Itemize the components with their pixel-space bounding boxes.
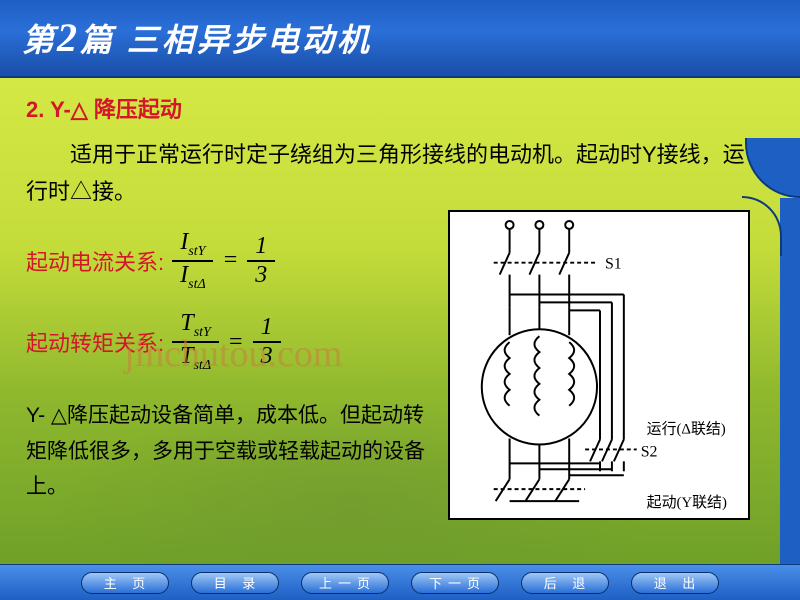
- frac-den-sym: I: [180, 262, 188, 288]
- section-note: Y- △降压起动设备简单，成本低。但起动转矩降低很多，多用于空载或轻载起动的设备…: [26, 398, 436, 505]
- slide-header: 第2篇 三相异步电动机: [0, 0, 800, 78]
- decor-curve-side: [780, 198, 800, 564]
- nav-footer: 主 页 目 录 上一页 下一页 后 退 退 出: [0, 564, 800, 600]
- header-prefix: 第: [22, 22, 57, 58]
- current-lhs-fraction: IstY IstΔ: [172, 229, 214, 293]
- nav-home-button[interactable]: 主 页: [81, 572, 169, 594]
- torque-lhs-fraction: TstY TstΔ: [172, 310, 219, 374]
- circuit-diagram: S1 运行(Δ联结) S2 起动(Y联结): [448, 210, 750, 520]
- label-s1: S1: [605, 256, 622, 273]
- current-label: 起动电流关系:: [26, 245, 164, 277]
- frac-num-sub: stY: [188, 244, 205, 259]
- header-suffix: 篇 三相异步电动机: [80, 22, 372, 58]
- rhs-den: 3: [253, 343, 281, 370]
- label-start: 起动(Y联结): [647, 494, 727, 511]
- frac-den-sym: T: [180, 343, 193, 369]
- frac-num-sym: T: [180, 310, 193, 336]
- nav-back-button[interactable]: 后 退: [521, 572, 609, 594]
- frac-den-sub: stΔ: [188, 276, 206, 291]
- frac-num-sub: stY: [194, 325, 211, 340]
- slide-content: 2. Y-△ 降压起动 适用于正常运行时定子绕组为三角形接线的电动机。起动时Y接…: [0, 78, 800, 564]
- section-description: 适用于正常运行时定子绕组为三角形接线的电动机。起动时Y接线，运行时△接。: [26, 136, 750, 211]
- nav-prev-button[interactable]: 上一页: [301, 572, 389, 594]
- section-subtitle: 2. Y-△ 降压起动: [26, 92, 750, 124]
- label-run: 运行(Δ联结): [647, 421, 726, 438]
- nav-exit-button[interactable]: 退 出: [631, 572, 719, 594]
- frac-den-sub: stΔ: [193, 358, 211, 373]
- rhs-den: 3: [247, 262, 275, 289]
- rhs-num: 1: [253, 314, 281, 343]
- torque-label: 起动转矩关系:: [26, 326, 164, 358]
- nav-toc-button[interactable]: 目 录: [191, 572, 279, 594]
- nav-next-button[interactable]: 下一页: [411, 572, 499, 594]
- torque-rhs-fraction: 1 3: [253, 314, 281, 370]
- label-s2: S2: [641, 443, 658, 460]
- current-rhs-fraction: 1 3: [247, 233, 275, 289]
- equals-sign: =: [229, 329, 243, 356]
- header-number: 2: [57, 15, 80, 60]
- rhs-num: 1: [247, 233, 275, 262]
- equals-sign: =: [224, 247, 238, 274]
